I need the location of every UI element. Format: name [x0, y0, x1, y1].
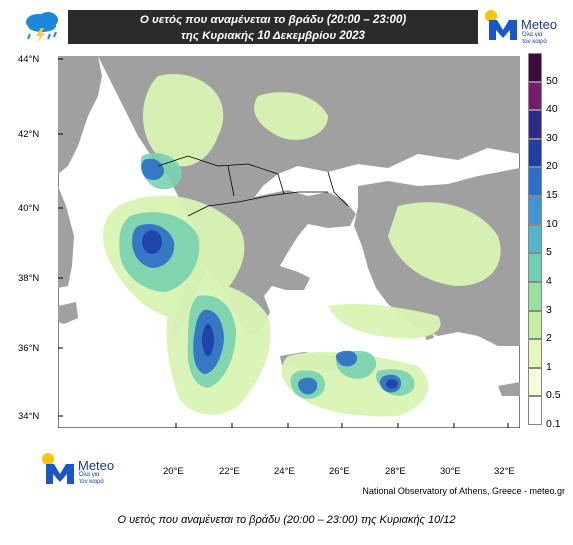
land-italy [58, 56, 102, 288]
meteo-logo-bottom-icon [42, 453, 74, 484]
lat-label-38: 38°N [18, 273, 40, 284]
logo-tagline-bottom-1: Όλα για [79, 472, 100, 478]
colorbar-label: 5 [546, 246, 552, 259]
colorbar-label: 2 [546, 332, 552, 345]
country-borders [157, 155, 349, 217]
colorbar-segment [528, 81, 542, 111]
lon-label-30: 30°E [440, 466, 461, 477]
logo-brand-top: Meteo [521, 17, 558, 32]
colorbar-label: 50 [546, 74, 558, 87]
lon-label-32: 32°E [494, 466, 515, 477]
colorbar-segment [528, 53, 542, 82]
colorbar-segment [528, 253, 542, 282]
title-line-2: της Κυριακής 10 Δεκεμβρίου 2023 [181, 30, 365, 42]
meteo-logo-bottom: Meteo Όλα για τον καιρό [40, 450, 130, 488]
colorbar-label: 40 [546, 103, 558, 116]
land-cyprus [498, 382, 520, 396]
title-bar: Ο υετός που αναμένεται το βράδυ (20:00 –… [68, 10, 478, 44]
colorbar-label: 1 [546, 360, 552, 373]
colorbar-segment [528, 367, 542, 397]
lat-label-42: 42°N [18, 129, 40, 140]
colorbar-segment [528, 310, 542, 340]
colorbar [528, 53, 542, 425]
lat-label-44: 44°N [18, 54, 40, 65]
colorbar-label: 0.1 [546, 418, 561, 430]
logo-tagline-top-1: Όλα για [522, 32, 543, 38]
logo-brand-bottom: Meteo [78, 458, 115, 473]
rain-cloud-icon [18, 8, 66, 46]
colorbar-label: 4 [546, 274, 552, 287]
colorbar-label: 10 [546, 217, 558, 230]
weather-icon-box [18, 8, 66, 46]
lat-label-40: 40°N [18, 203, 40, 214]
colorbar-segment [528, 138, 542, 168]
colorbar-label: 20 [546, 160, 558, 173]
lon-label-20: 20°E [163, 466, 184, 477]
colorbar-segment [528, 110, 542, 139]
lon-label-24: 24°E [274, 466, 295, 477]
colorbar-label: 15 [546, 189, 558, 202]
meteo-logo-top: Meteo Όλα για τον καιρό [481, 8, 558, 46]
lon-label-22: 22°E [219, 466, 240, 477]
lon-label-28: 28°E [385, 466, 406, 477]
colorbar-label: 30 [546, 131, 558, 144]
colorbar-label: 3 [546, 303, 552, 316]
title-line-1: Ο υετός που αναμένεται το βράδυ (20:00 –… [139, 14, 407, 26]
logo-tagline-top-2: τον καιρό [522, 39, 547, 45]
colorbar-segment [528, 339, 542, 368]
colorbar-label: 0.5 [546, 389, 561, 402]
lon-label-26: 26°E [329, 466, 350, 477]
colorbar-segment [528, 396, 542, 425]
colorbar-segment [528, 167, 542, 197]
credit-text: National Observatory of Athens, Greece -… [362, 486, 565, 496]
axis-ticks [58, 58, 509, 428]
logo-tagline-bottom-2: τον καιρό [79, 479, 104, 485]
precipitation-map [58, 56, 520, 428]
land-sicily [58, 302, 78, 324]
lat-label-36: 36°N [18, 343, 40, 354]
meteo-logo-icon [485, 10, 517, 40]
precip-very-heavy [142, 230, 398, 389]
header: Ο υετός που αναμένεται το βράδυ (20:00 –… [18, 8, 558, 46]
colorbar-segment [528, 281, 542, 311]
lat-label-34: 34°N [18, 411, 40, 422]
colorbar-segment [528, 224, 542, 254]
caption: Ο υετός που αναμένεται το βράδυ (20:00 –… [117, 514, 456, 526]
colorbar-segment [528, 196, 542, 225]
